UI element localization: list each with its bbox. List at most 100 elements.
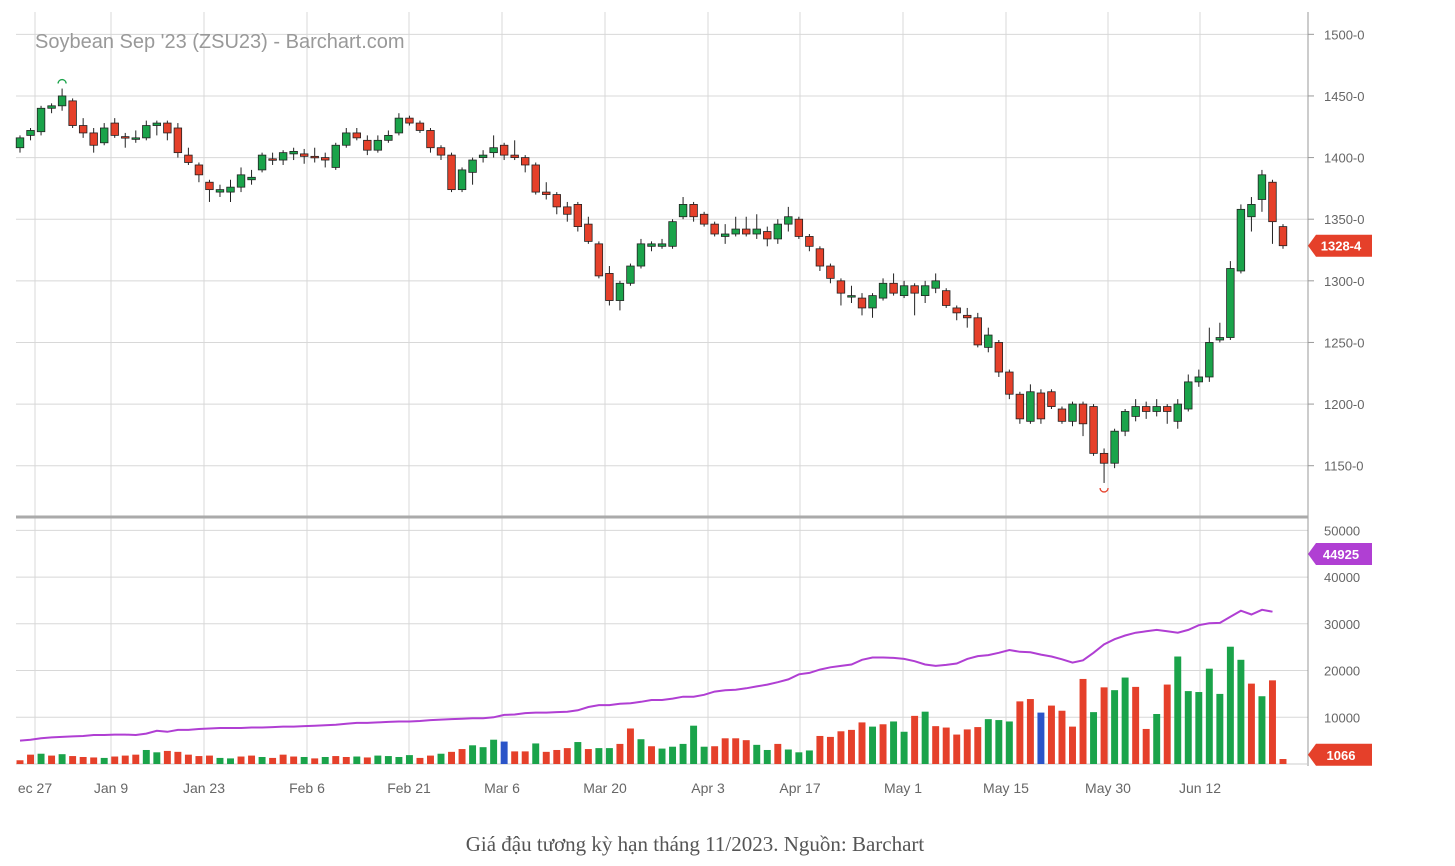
x-tick-label: Jan 23 bbox=[183, 780, 225, 796]
candle-up bbox=[100, 127, 109, 144]
candle-up bbox=[984, 334, 993, 348]
price-tick-label: 1500-0 bbox=[1324, 27, 1364, 42]
candle-down bbox=[205, 181, 214, 191]
candle-up bbox=[384, 134, 393, 141]
last-volume-tag-label: 1066 bbox=[1327, 748, 1356, 763]
volume-tick-label: 40000 bbox=[1324, 570, 1360, 585]
x-tick-label: Jun 12 bbox=[1179, 780, 1221, 796]
candle-up bbox=[1215, 337, 1225, 341]
candle-up bbox=[131, 137, 140, 140]
volume-bar bbox=[626, 728, 634, 764]
volume-bar bbox=[700, 746, 708, 764]
last-volume-tag bbox=[1308, 743, 1372, 766]
volume-bar bbox=[1174, 656, 1182, 764]
volume-bar bbox=[679, 743, 687, 764]
candle-down bbox=[173, 127, 183, 154]
candle-down bbox=[521, 157, 530, 166]
price-tick-label: 1450-0 bbox=[1324, 89, 1364, 104]
candle-up bbox=[1257, 174, 1267, 200]
candle-up bbox=[752, 228, 761, 235]
volume-bar bbox=[321, 756, 329, 764]
volume-bar bbox=[521, 751, 529, 764]
volume-bar bbox=[995, 720, 1003, 764]
candle-down bbox=[499, 144, 509, 156]
volume-bar bbox=[869, 726, 876, 764]
candle-down bbox=[805, 236, 814, 247]
volume-bar bbox=[595, 748, 603, 764]
candle-down bbox=[1141, 406, 1151, 412]
candle-down bbox=[1163, 406, 1172, 412]
candle-down bbox=[531, 164, 540, 193]
candle-up bbox=[1110, 430, 1119, 464]
candle-down bbox=[1099, 452, 1109, 464]
volume-bar bbox=[1079, 678, 1087, 764]
volume-bar bbox=[563, 748, 571, 764]
candle-up bbox=[636, 243, 646, 267]
volume-bar bbox=[858, 722, 866, 764]
candle-down bbox=[1278, 226, 1288, 247]
candle-down bbox=[184, 154, 193, 163]
volume-bar bbox=[153, 752, 161, 764]
candle-down bbox=[815, 248, 825, 267]
candle-down bbox=[836, 280, 846, 294]
candle-up bbox=[1173, 403, 1182, 422]
candle-down bbox=[78, 125, 88, 134]
candle-down bbox=[352, 132, 361, 139]
price-tick-label: 1350-0 bbox=[1324, 212, 1364, 227]
candle-up bbox=[847, 295, 856, 298]
x-tick-label: May 30 bbox=[1085, 780, 1131, 796]
volume-bar bbox=[205, 755, 213, 764]
x-tick-label: Jan 9 bbox=[94, 780, 128, 796]
volume-tick-label: 10000 bbox=[1324, 710, 1360, 725]
volume-bar bbox=[1111, 690, 1119, 764]
volume-bar bbox=[1026, 699, 1034, 764]
x-tick-label: Feb 6 bbox=[289, 780, 325, 796]
last-price-tag bbox=[1308, 234, 1372, 257]
volume-bar bbox=[27, 754, 34, 764]
candle-up bbox=[1152, 406, 1161, 412]
candle-up bbox=[152, 122, 162, 126]
price-tick-label: 1300-0 bbox=[1324, 274, 1364, 289]
candle-up bbox=[720, 233, 730, 237]
volume-bar bbox=[384, 756, 392, 764]
volume-bar bbox=[458, 749, 466, 764]
candle-down bbox=[405, 117, 414, 124]
volume-bar bbox=[742, 740, 750, 764]
volume-bar bbox=[311, 758, 319, 764]
candle-down bbox=[1005, 371, 1014, 395]
price-tick-label: 1250-0 bbox=[1324, 335, 1364, 350]
volume-bar bbox=[227, 758, 234, 764]
candle-down bbox=[973, 317, 982, 346]
volume-bar bbox=[100, 757, 108, 764]
candle-up bbox=[615, 282, 625, 301]
candle-down bbox=[699, 213, 709, 225]
candle-up bbox=[457, 169, 467, 191]
candle-down bbox=[121, 136, 130, 139]
candle-down bbox=[942, 290, 951, 306]
candle-down bbox=[584, 223, 593, 242]
x-tick-label: Mar 20 bbox=[583, 780, 627, 796]
candle-up bbox=[373, 139, 383, 151]
candle-down bbox=[1089, 406, 1098, 454]
volume-bar bbox=[290, 756, 298, 764]
chart-root: 1150-0 1200-0 1250-0 1300-0 1350-0 1400-0 1450… bbox=[15, 12, 1372, 796]
volume-bar bbox=[16, 760, 24, 764]
candle-down bbox=[268, 158, 277, 161]
last-price-tag-label: 1328-4 bbox=[1321, 239, 1362, 254]
candle-down bbox=[1047, 391, 1056, 407]
volume-bar bbox=[721, 738, 729, 764]
candle-up bbox=[247, 176, 256, 181]
candle-up bbox=[1205, 342, 1214, 378]
candle-down bbox=[426, 130, 435, 149]
volume-bar bbox=[416, 757, 424, 764]
volume-bar bbox=[1153, 713, 1161, 764]
volume-bar bbox=[437, 753, 445, 764]
candle-up bbox=[899, 285, 909, 297]
volume-bar bbox=[774, 743, 782, 764]
candle-up bbox=[278, 152, 288, 161]
candle-up bbox=[142, 125, 151, 139]
volume-bar bbox=[542, 751, 550, 764]
candle-down bbox=[605, 273, 614, 301]
price-tick-label: 1150-0 bbox=[1324, 459, 1364, 474]
candle-up bbox=[668, 221, 677, 247]
